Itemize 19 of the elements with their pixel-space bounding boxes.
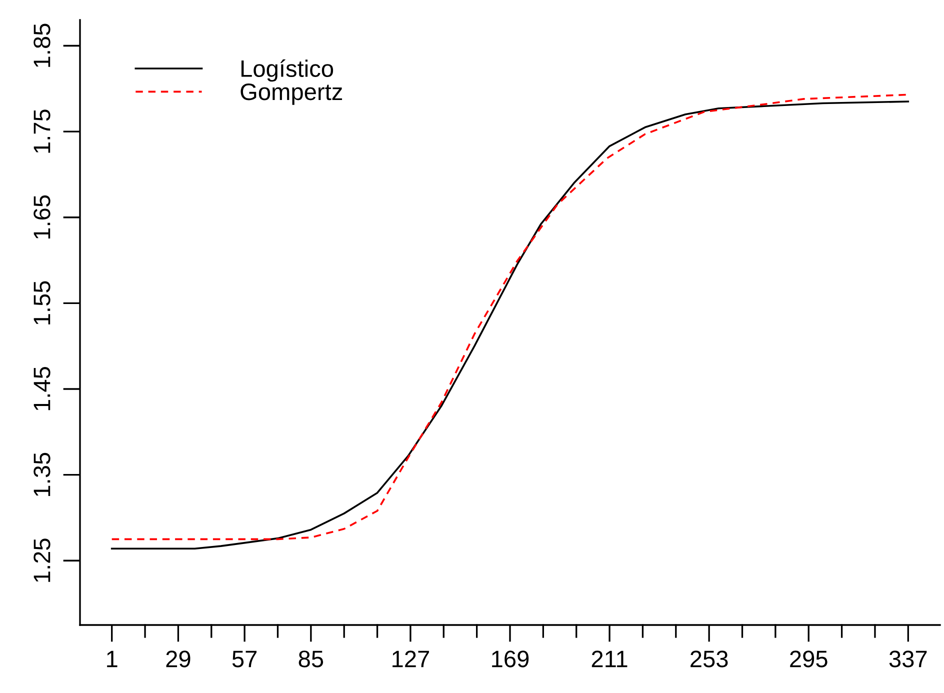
x-tick-label: 211 [592,650,628,668]
x-tick-label: 295 [790,650,828,668]
y-tick-label: 1.65 [34,195,50,239]
x-tick-label: 1 [107,650,118,668]
legend-label: Gompertz [240,83,342,105]
y-tick-label: 1.35 [34,452,50,496]
x-tick-label: 337 [889,650,927,668]
y-tick-label: 1.25 [34,538,50,582]
x-tick-label: 85 [298,650,324,668]
x-tick-label: 127 [392,650,429,668]
legend-label: Logístico [241,59,334,82]
y-tick-label: 1.75 [34,110,50,153]
y-tick-label: 1.55 [34,281,50,324]
x-tick-label: 169 [492,650,529,668]
y-tick-label: 1.85 [34,24,50,67]
x-tick-label: 29 [166,650,190,668]
x-tick-label: 253 [690,650,728,668]
y-tick-label: 1.45 [34,367,50,410]
x-tick-label: 57 [232,650,257,668]
